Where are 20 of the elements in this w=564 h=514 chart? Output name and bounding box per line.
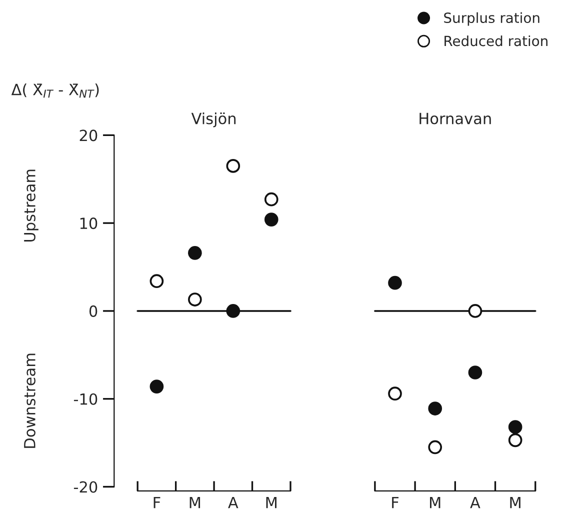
y-tick-label: 20 — [80, 130, 98, 142]
x-tick-label: M — [510, 496, 520, 508]
text: Upstream — [24, 170, 38, 242]
y-tick-label: -10 — [74, 393, 98, 405]
legend-label: Reduced ration — [444, 35, 548, 46]
y-axis-title: Δ( X̄$_{IT}$ - X̄$_{NT}$) — [11, 83, 99, 98]
x-tick-label: M — [430, 496, 440, 508]
x-tick-label: F — [392, 496, 398, 508]
y-tick-label: -20 — [74, 481, 98, 493]
x-tick-label: F — [154, 496, 160, 508]
chart-title: Hornavan — [420, 112, 491, 124]
y-tick-label: 0 — [89, 305, 98, 317]
y-tick-label: 10 — [80, 218, 98, 230]
x-tick-label: M — [190, 496, 200, 508]
x-tick-label: M — [266, 496, 276, 508]
x-tick-label: A — [470, 496, 480, 508]
chart-title: Visjön — [191, 112, 236, 128]
text: Downstream — [24, 354, 36, 448]
x-tick-label: A — [228, 496, 238, 508]
legend-label: Surplus ration — [444, 12, 540, 26]
